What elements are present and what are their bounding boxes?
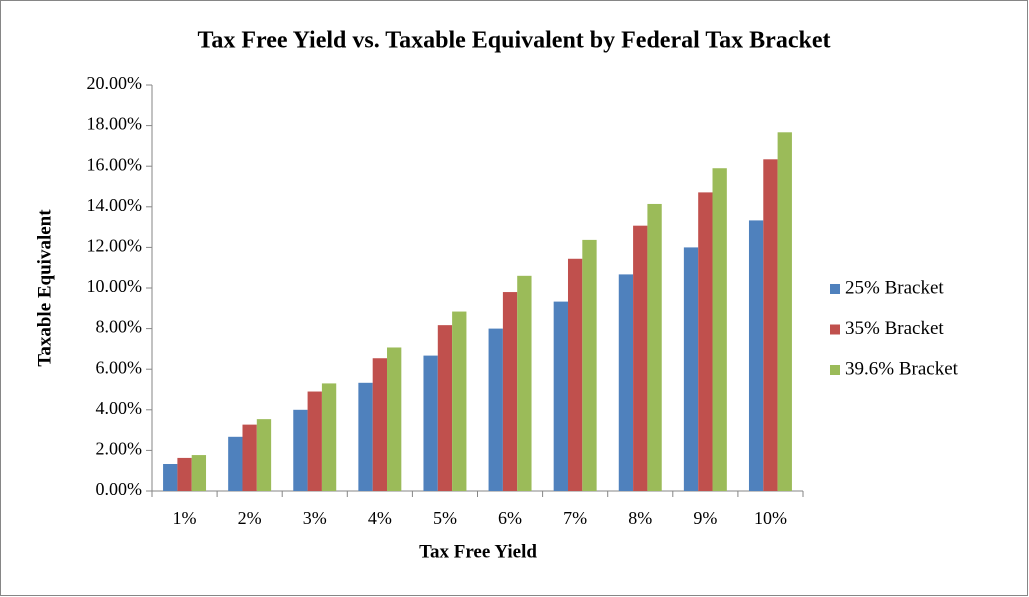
bar <box>321 383 337 491</box>
bar <box>553 301 568 491</box>
bar <box>387 347 402 491</box>
bar <box>582 239 597 491</box>
bar <box>567 258 583 491</box>
y-tick-label: 0.00% <box>96 479 143 499</box>
legend-swatch <box>830 324 840 335</box>
bar <box>488 328 503 491</box>
y-tick-label: 8.00% <box>96 317 143 337</box>
bar <box>712 168 727 492</box>
bar <box>452 311 467 491</box>
x-tick-label: 10% <box>754 508 787 528</box>
bar <box>698 192 713 491</box>
x-tick-label: 9% <box>693 508 717 528</box>
y-tick-label: 4.00% <box>96 398 143 418</box>
y-tick-label: 2.00% <box>96 439 143 459</box>
chart-title: Tax Free Yield vs. Taxable Equivalent by… <box>198 28 831 54</box>
bar <box>647 203 662 491</box>
legend-label: 35% Bracket <box>845 318 944 339</box>
legend-swatch <box>830 365 840 375</box>
y-axis-title: Taxable Equivalent <box>34 209 55 367</box>
y-tick-label: 20.00% <box>87 73 143 93</box>
bar <box>683 247 699 491</box>
bar <box>517 275 532 491</box>
bar <box>177 457 192 491</box>
bar <box>372 358 388 491</box>
bar <box>748 220 764 491</box>
x-tick-label: 5% <box>433 508 457 528</box>
legend-label: 25% Bracket <box>845 277 944 298</box>
y-tick-label: 10.00% <box>87 276 143 296</box>
bar <box>423 355 438 491</box>
y-tick-label: 12.00% <box>87 236 143 256</box>
bar <box>256 419 272 491</box>
bar <box>163 464 178 491</box>
x-tick-label: 2% <box>238 508 262 528</box>
y-tick-label: 14.00% <box>87 195 143 215</box>
x-tick-label: 4% <box>368 508 392 528</box>
x-tick-label: 3% <box>303 508 327 528</box>
bar <box>777 132 792 491</box>
bar <box>358 382 373 491</box>
y-tick-label: 16.00% <box>87 154 143 174</box>
x-tick-label: 6% <box>498 508 522 528</box>
bar <box>228 436 243 491</box>
bar <box>242 424 257 491</box>
bar <box>437 325 453 491</box>
y-tick-label: 6.00% <box>96 357 143 377</box>
y-tick-label: 18.00% <box>87 114 143 134</box>
legend-label: 39.6% Bracket <box>845 358 959 379</box>
x-tick-label: 1% <box>173 508 197 528</box>
bar <box>618 274 634 491</box>
bar <box>502 292 518 491</box>
bar <box>763 159 778 491</box>
bar <box>633 225 648 491</box>
x-tick-label: 7% <box>563 508 587 528</box>
legend-swatch <box>830 284 840 294</box>
bar <box>307 391 322 491</box>
x-axis-title: Tax Free Yield <box>419 541 537 562</box>
x-tick-label: 8% <box>628 508 652 528</box>
bar <box>191 455 207 491</box>
bar <box>293 409 308 491</box>
